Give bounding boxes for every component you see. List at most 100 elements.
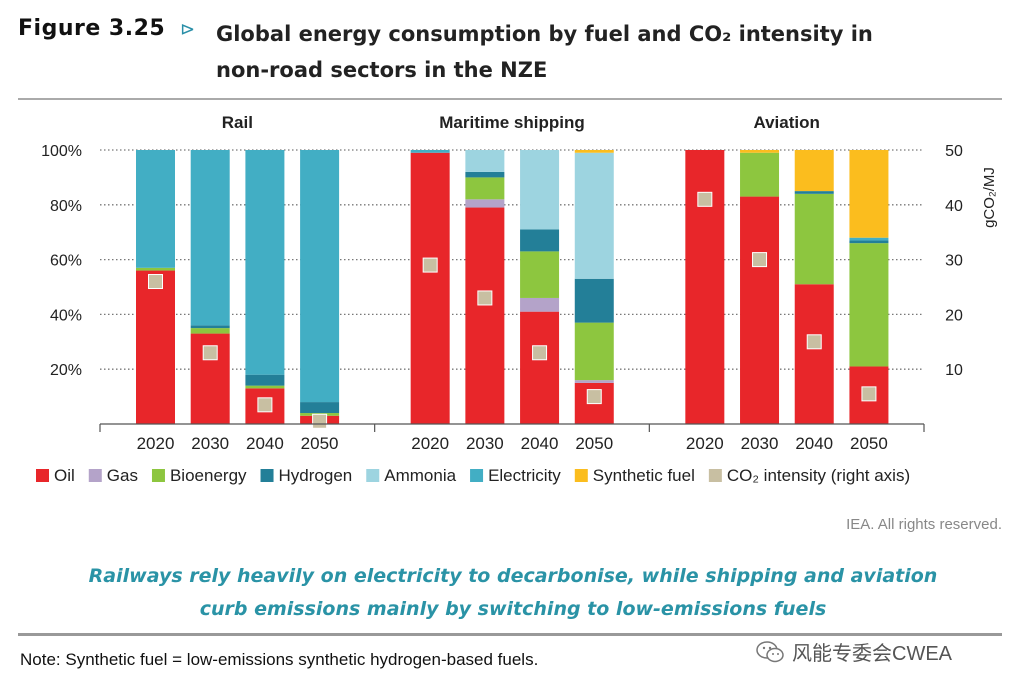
watermark: 风能专委会CWEA (756, 637, 952, 666)
bar-segment-electricity (190, 150, 230, 326)
x-tick-label: 2030 (466, 434, 504, 453)
y-right-tick-label: 10 (945, 362, 963, 379)
bar-segment-hydrogen (794, 191, 834, 194)
bar-segment-electricity (300, 150, 340, 403)
y-right-axis-label: gCO₂/MJ (981, 167, 998, 228)
chart: 20%40%60%80%100%1020304050gCO₂/MJRail202… (36, 113, 998, 485)
bar-segment-bioenergy (245, 385, 285, 389)
rights-notice: IEA. All rights reserved. (846, 516, 1002, 533)
x-tick-label: 2020 (137, 434, 175, 453)
x-tick-label: 2030 (741, 434, 779, 453)
x-tick-label: 2040 (246, 434, 284, 453)
bar-segment-bioenergy (465, 177, 505, 200)
figure-arrow-icon: ⊳ (180, 19, 196, 39)
watermark-text: 风能专委会CWEA (792, 643, 952, 665)
legend-label: Oil (54, 466, 75, 485)
figure-title: Global energy consumption by fuel and CO… (216, 22, 873, 82)
bar-segment-ammonia (574, 152, 614, 279)
bar-segment-electricity (245, 150, 285, 375)
y-left-tick-label: 20% (50, 362, 82, 379)
wechat-icon (756, 640, 784, 662)
bar-segment-bioenergy (190, 328, 230, 334)
bar-segment-oil (740, 196, 780, 424)
co2-intensity-marker (697, 191, 713, 207)
bar-segment-synthetic-fuel (849, 150, 889, 238)
x-tick-label: 2050 (575, 434, 613, 453)
legend-swatch-co2-intensity (708, 469, 722, 482)
bar-segment-oil (520, 311, 560, 424)
caption-line-2: curb emissions mainly by switching to lo… (199, 598, 827, 620)
legend-label: Bioenergy (170, 466, 247, 485)
bar-segment-bioenergy (520, 251, 560, 298)
panel-title: Maritime shipping (439, 113, 584, 132)
y-right-tick-label: 20 (945, 307, 963, 324)
legend-swatch-gas (88, 469, 102, 482)
bar-segment-bioenergy (794, 193, 834, 285)
x-tick-label: 2020 (686, 434, 724, 453)
legend-swatch-electricity (470, 469, 484, 482)
footnote: Note: Synthetic fuel = low-emissions syn… (20, 650, 539, 669)
legend-label: Electricity (488, 466, 561, 485)
bar-segment-gas (520, 297, 560, 312)
bar-segment-oil (685, 150, 725, 424)
co2-intensity-marker (861, 386, 877, 402)
co2-intensity-marker (257, 397, 273, 413)
y-left-tick-label: 100% (41, 143, 82, 160)
bar-segment-electricity (849, 237, 889, 241)
bar-segment-ammonia (465, 150, 505, 172)
x-tick-label: 2050 (850, 434, 888, 453)
bar-segment-synthetic-fuel (794, 150, 834, 192)
y-left-tick-label: 40% (50, 307, 82, 324)
caption-line-1: Railways rely heavily on electricity to … (88, 565, 938, 587)
bar-segment-hydrogen (520, 229, 560, 252)
x-tick-label: 2040 (521, 434, 559, 453)
legend-swatch-ammonia (366, 469, 380, 482)
bar-segment-electricity (136, 150, 175, 268)
co2-intensity-marker (586, 389, 602, 405)
y-left-tick-label: 80% (50, 198, 82, 215)
x-tick-label: 2040 (795, 434, 833, 453)
x-tick-label: 2030 (191, 434, 229, 453)
bar-segment-bioenergy (740, 152, 780, 197)
bar-segment-synthetic-fuel (574, 150, 614, 153)
bar-segment-ammonia (520, 150, 560, 230)
co2-intensity-marker (806, 334, 822, 350)
y-left-tick-label: 60% (50, 253, 82, 270)
bar-segment-oil (794, 284, 834, 424)
top-divider (18, 98, 1002, 100)
bar-segment-hydrogen (465, 171, 505, 178)
co2-intensity-marker (422, 257, 438, 273)
co2-intensity-marker (202, 345, 218, 361)
bar-segment-hydrogen (300, 402, 340, 414)
bar-segment-hydrogen (574, 278, 614, 323)
bar-segment-gas (465, 199, 505, 208)
bar-segment-synthetic-fuel (740, 150, 780, 153)
legend-label: Ammonia (384, 466, 456, 485)
bar-segment-electricity (410, 150, 450, 153)
bar-segment-oil (136, 270, 175, 424)
co2-intensity-marker (477, 290, 493, 306)
co2-intensity-marker (752, 252, 768, 268)
x-tick-label: 2020 (411, 434, 449, 453)
y-right-tick-label: 50 (945, 143, 963, 160)
co2-intensity-marker (532, 345, 548, 361)
x-tick-label: 2050 (301, 434, 339, 453)
bar-segment-hydrogen (245, 374, 285, 386)
bar-segment-oil (465, 207, 505, 424)
legend-label: Hydrogen (279, 466, 353, 485)
bar-segment-oil (410, 152, 450, 425)
legend-label: CO₂ intensity (right axis) (727, 466, 910, 485)
legend-swatch-bioenergy (151, 469, 165, 482)
bar-segment-bioenergy (849, 243, 889, 367)
bar-segment-bioenergy (574, 322, 614, 381)
y-right-tick-label: 40 (945, 198, 963, 215)
legend-swatch-synthetic-fuel (574, 469, 588, 482)
y-right-tick-label: 30 (945, 253, 963, 270)
legend-swatch-oil (36, 469, 49, 482)
bar-segment-bioenergy (136, 267, 175, 271)
bar-segment-hydrogen (190, 325, 230, 329)
legend-swatch-hydrogen (260, 469, 274, 482)
panel-title: Aviation (753, 113, 819, 132)
panel-title: Rail (222, 113, 253, 132)
figure-label: Figure 3.25 (18, 16, 166, 41)
